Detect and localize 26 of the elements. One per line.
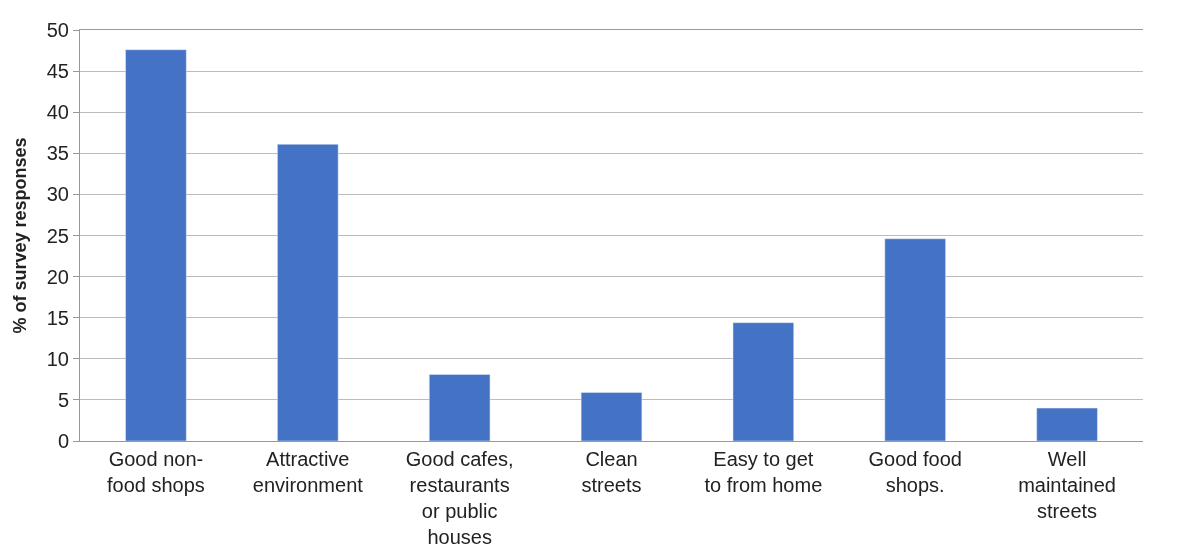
- y-tick-label: 50: [46, 19, 69, 41]
- x-tick-label: Good cafes, restaurants or public houses: [405, 448, 514, 548]
- y-tick-label: 35: [46, 142, 69, 165]
- y-tick-label: 20: [46, 265, 69, 288]
- bar: [884, 238, 946, 441]
- bar: [732, 322, 794, 441]
- y-tick-label: 15: [46, 306, 69, 329]
- x-tick-label: Well maintained streets: [1018, 448, 1116, 522]
- x-tick-label: Good non-food shops: [107, 448, 205, 496]
- x-tick-label: Attractive environment: [252, 448, 364, 496]
- y-tick-label: 5: [57, 388, 69, 411]
- x-tick-label: Easy to get to from home: [704, 448, 823, 496]
- x-tick-label: Good food shops.: [868, 448, 962, 496]
- y-axis-title: % of survey responses: [9, 137, 30, 334]
- bar: [429, 374, 491, 441]
- y-tick-label: 25: [46, 224, 69, 247]
- y-tick-label: 40: [46, 101, 69, 124]
- y-tick-label: 10: [46, 347, 69, 370]
- x-tick-label: Clean streets: [581, 448, 642, 496]
- bar: [580, 392, 643, 441]
- y-tick-label: 45: [46, 60, 69, 83]
- y-tick-label: 30: [46, 183, 69, 206]
- bar: [125, 49, 187, 441]
- y-tick-label: 0: [57, 430, 69, 452]
- bar: [277, 144, 339, 441]
- bar: [1036, 407, 1098, 441]
